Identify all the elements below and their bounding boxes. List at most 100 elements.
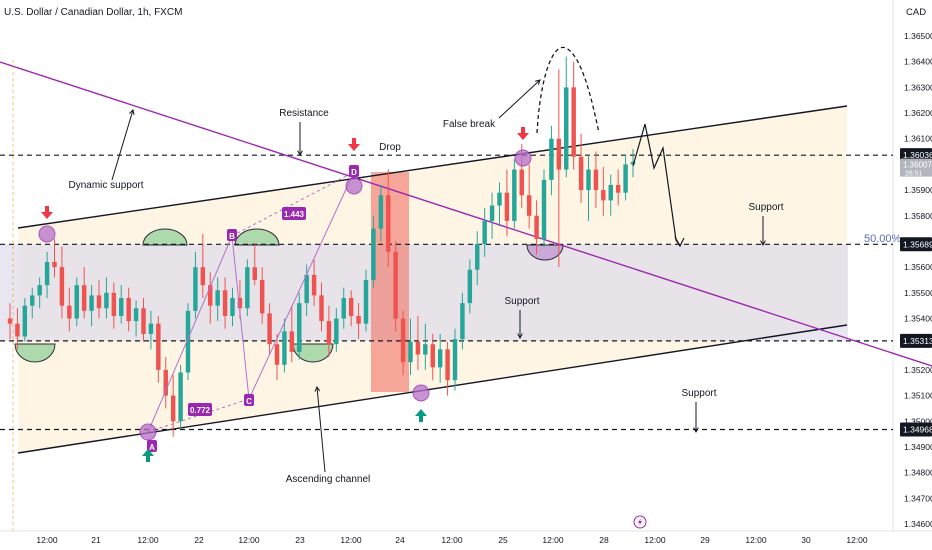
price-axis[interactable]: 1.34600 1.34700 1.34800 1.34900 1.35000 1.351… bbox=[900, 31, 932, 529]
candle-body bbox=[519, 169, 524, 196]
time-tick-label: 21 bbox=[91, 535, 101, 545]
down-arrow-icon bbox=[45, 206, 49, 212]
ratio-box bbox=[282, 207, 306, 220]
candle-body bbox=[44, 262, 50, 286]
candle-body bbox=[59, 267, 65, 306]
candle-body bbox=[593, 169, 599, 191]
support-bump bbox=[14, 343, 56, 363]
candle-body bbox=[482, 220, 487, 245]
price-tick-label: 1.36100 bbox=[904, 134, 932, 144]
down-arrow-icon bbox=[348, 144, 360, 151]
candle-body bbox=[245, 267, 250, 309]
wave-label-box bbox=[349, 165, 359, 177]
annotation-pointer bbox=[111, 109, 134, 181]
candle-body bbox=[452, 339, 458, 381]
level-price-label: 1.35313 bbox=[903, 336, 932, 346]
ratio-label: 1.443 bbox=[284, 210, 305, 219]
time-tick-label: 12:00 bbox=[745, 535, 767, 545]
candle-body bbox=[267, 313, 272, 345]
candle-body bbox=[52, 262, 57, 268]
current-price-label: 1.36007 bbox=[903, 161, 932, 170]
candle-body bbox=[556, 138, 562, 170]
candle-body bbox=[111, 292, 117, 316]
candle-body bbox=[311, 274, 317, 296]
price-tick-label: 1.35000 bbox=[904, 416, 932, 426]
time-tick-label: 28 bbox=[599, 535, 609, 545]
annotation-arrowhead bbox=[693, 427, 699, 434]
candle-body bbox=[126, 297, 131, 322]
candle-body bbox=[252, 267, 257, 280]
support-bump bbox=[142, 228, 188, 246]
annotation-label: False break bbox=[443, 119, 496, 130]
dynamic-support-line bbox=[0, 61, 932, 367]
support-bumps bbox=[14, 228, 564, 363]
price-tick-label: 1.34600 bbox=[904, 519, 932, 529]
annotations: Resistance Dynamic support Drop False break… bbox=[68, 79, 902, 485]
level-price-label: 1.36036 bbox=[903, 150, 932, 160]
level-price-label: 1.35689 bbox=[903, 239, 932, 249]
candle-body bbox=[497, 192, 502, 206]
ratio-label: 0.772 bbox=[190, 406, 211, 415]
price-tick-label: 1.34700 bbox=[904, 493, 932, 503]
candle-body bbox=[489, 205, 495, 221]
candle-body bbox=[274, 344, 280, 365]
false-break-arc bbox=[536, 46, 600, 134]
candle-body bbox=[526, 195, 532, 216]
candle-body bbox=[237, 297, 243, 309]
candle-body bbox=[571, 87, 576, 157]
price-tick-label: 1.35400 bbox=[904, 314, 932, 324]
price-tick-label: 1.36500 bbox=[904, 31, 932, 41]
price-tick-label: 1.35100 bbox=[904, 391, 932, 401]
annotation-label: Support bbox=[504, 296, 539, 307]
candle-body bbox=[200, 267, 206, 286]
down-arrow-icon bbox=[521, 127, 525, 133]
annotation-label: Support bbox=[748, 202, 783, 213]
candle-body bbox=[541, 179, 547, 239]
level-price-label: 1.34968 bbox=[903, 424, 932, 434]
candle-body bbox=[37, 285, 42, 296]
price-tick-label: 1.36400 bbox=[904, 57, 932, 67]
candle-body bbox=[437, 349, 443, 368]
time-tick-label: 12:00 bbox=[846, 535, 868, 545]
price-tick-label: 1.35200 bbox=[904, 365, 932, 375]
candle-body bbox=[512, 169, 517, 221]
abcd-ratio-line bbox=[231, 171, 355, 237]
candle-body bbox=[193, 267, 198, 311]
down-arrow-icon bbox=[517, 133, 529, 140]
candle-body bbox=[348, 297, 354, 316]
candle-body bbox=[148, 323, 154, 334]
candle-body bbox=[81, 285, 87, 311]
abcd-pattern-line bbox=[147, 171, 355, 433]
candle-body bbox=[534, 215, 539, 239]
annotation-pointer bbox=[498, 79, 541, 119]
annotation-pointer bbox=[316, 386, 326, 473]
wave-label-box bbox=[147, 440, 157, 452]
candle-body bbox=[22, 305, 28, 337]
touch-marker bbox=[514, 149, 532, 167]
candle-body bbox=[334, 318, 339, 345]
candle-body bbox=[326, 321, 332, 345]
candle-body bbox=[230, 297, 235, 316]
current-price-tag bbox=[900, 158, 932, 177]
price-tick-label: 1.35900 bbox=[904, 185, 932, 195]
up-arrow-icon bbox=[419, 416, 423, 422]
candle-body bbox=[104, 292, 109, 309]
time-axis[interactable]: 12:00 21 12:00 22 12:00 23 12:00 24 12:00 25 12:00… bbox=[36, 535, 868, 545]
candle-body bbox=[608, 184, 613, 201]
candle-body bbox=[504, 192, 510, 221]
candle-body bbox=[475, 244, 480, 270]
price-tick-label: 1.36200 bbox=[904, 108, 932, 118]
candle-body bbox=[178, 372, 183, 422]
support-bump bbox=[234, 228, 280, 246]
annotation-label: Support bbox=[681, 388, 716, 399]
wave-label: C bbox=[246, 397, 252, 406]
annotation-label: Resistance bbox=[279, 108, 329, 119]
support-bump bbox=[526, 244, 564, 261]
lightning-icon[interactable] bbox=[633, 515, 647, 529]
candle-body bbox=[133, 308, 139, 322]
candle-body bbox=[304, 274, 309, 304]
time-tick-label: 12:00 bbox=[644, 535, 666, 545]
candle-body bbox=[408, 341, 413, 363]
candle-body bbox=[460, 303, 465, 340]
time-tick-label: 12:00 bbox=[542, 535, 564, 545]
